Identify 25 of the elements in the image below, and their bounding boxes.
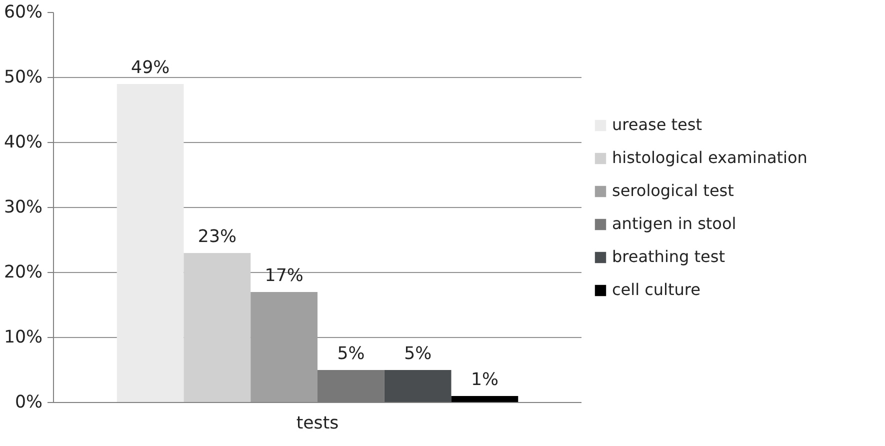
y-tick-label: 20% — [4, 262, 42, 282]
legend-label: cell culture — [612, 280, 700, 299]
y-tick-label: 40% — [4, 132, 42, 152]
bar — [116, 84, 184, 402]
legend-label: histological examination — [612, 148, 808, 167]
data-label: 5% — [404, 344, 432, 364]
y-tick-label: 50% — [4, 68, 42, 88]
y-tick-label: 30% — [4, 198, 42, 218]
y-tick-label: 10% — [4, 328, 42, 348]
bar — [451, 396, 518, 402]
data-label: 17% — [264, 266, 304, 286]
data-label: 1% — [470, 370, 498, 390]
legend-label: breathing test — [612, 247, 725, 266]
bar — [384, 370, 452, 402]
legend-label: serological test — [612, 181, 734, 200]
legend-label: urease test — [612, 115, 702, 134]
x-tick-label: tests — [296, 414, 339, 434]
y-tick-label: 60% — [4, 2, 42, 22]
legend-label: antigen in stool — [612, 214, 736, 233]
bar — [250, 292, 318, 402]
data-label: 49% — [131, 58, 170, 78]
data-label: 23% — [198, 227, 236, 247]
data-label: 5% — [337, 344, 365, 364]
y-tick-label: 0% — [15, 392, 43, 412]
bar — [184, 253, 251, 402]
